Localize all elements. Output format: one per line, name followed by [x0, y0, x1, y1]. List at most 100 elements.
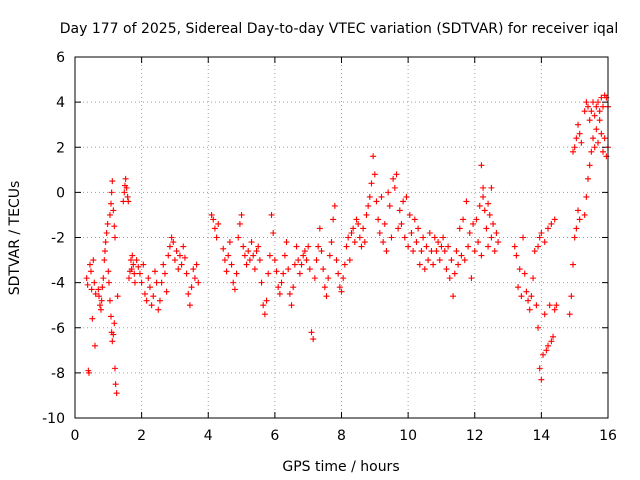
data-point [348, 229, 355, 236]
data-point [346, 257, 353, 264]
data-point [83, 275, 90, 282]
data-point [186, 302, 193, 309]
data-point [136, 270, 143, 277]
data-point [89, 315, 96, 322]
data-point [143, 297, 150, 304]
data-point [518, 293, 525, 300]
data-point [575, 207, 582, 214]
data-point [235, 234, 242, 241]
data-point [91, 279, 98, 286]
x-tick-label: 14 [532, 428, 550, 444]
data-point [455, 261, 462, 268]
data-point [393, 171, 400, 178]
data-point [513, 252, 520, 259]
data-point [356, 234, 363, 241]
data-point [300, 252, 307, 259]
data-point [446, 275, 453, 282]
data-point [213, 234, 220, 241]
data-point [545, 342, 552, 349]
y-tick-labels: -10 -8 -6 -4 -2 0 2 4 6 [42, 50, 65, 427]
data-point [535, 324, 542, 331]
data-point [465, 243, 472, 250]
data-point [215, 220, 222, 227]
data-point [566, 311, 573, 318]
data-point [523, 288, 530, 295]
data-point [515, 284, 522, 291]
data-point [330, 216, 337, 223]
x-tick-label: 16 [599, 428, 617, 444]
data-point [233, 270, 240, 277]
data-point [310, 336, 317, 343]
data-point [121, 189, 128, 196]
data-point [221, 257, 228, 264]
data-point [595, 99, 602, 106]
data-point [476, 202, 483, 209]
data-point [541, 239, 548, 246]
data-point [553, 302, 560, 309]
data-point [151, 268, 158, 275]
data-point [163, 288, 170, 295]
data-point [111, 320, 118, 327]
data-point [551, 306, 558, 313]
data-point [107, 313, 114, 320]
data-point [145, 275, 152, 282]
y-tick-label: -10 [42, 411, 65, 427]
data-point [173, 248, 180, 255]
data-point [376, 229, 383, 236]
data-point [318, 248, 325, 255]
data-point [378, 193, 385, 200]
data-point [270, 229, 277, 236]
data-point [231, 286, 238, 293]
data-point [333, 257, 340, 264]
data-point [441, 248, 448, 255]
data-point [370, 153, 377, 160]
data-point [238, 211, 245, 218]
data-point [129, 252, 136, 259]
data-point [226, 239, 233, 246]
data-point [246, 257, 253, 264]
data-point [193, 261, 200, 268]
data-point [171, 257, 178, 264]
data-point [285, 266, 292, 273]
y-tick-label: 6 [56, 50, 65, 66]
data-point [568, 293, 575, 300]
data-point [168, 234, 175, 241]
data-point [301, 248, 308, 255]
data-point [540, 351, 547, 358]
data-point [111, 234, 118, 241]
data-point [408, 229, 415, 236]
data-point [343, 243, 350, 250]
data-point [305, 243, 312, 250]
data-point [576, 130, 583, 137]
data-point [578, 139, 585, 146]
data-point [341, 261, 348, 268]
data-point [190, 266, 197, 273]
data-point [100, 275, 107, 282]
data-point [293, 243, 300, 250]
data-point [366, 193, 373, 200]
data-point [258, 279, 265, 286]
data-point [188, 284, 195, 291]
data-point [398, 220, 405, 227]
data-point [278, 279, 285, 286]
data-point [386, 202, 393, 209]
data-point [511, 243, 518, 250]
data-point [340, 275, 347, 282]
data-point [410, 248, 417, 255]
data-point [276, 290, 283, 297]
data-point [468, 275, 475, 282]
data-point [127, 257, 134, 264]
data-point [365, 202, 372, 209]
data-point [425, 257, 432, 264]
data-point [110, 207, 117, 214]
data-point [593, 126, 600, 133]
data-point [230, 279, 237, 286]
data-point [253, 248, 260, 255]
data-point [275, 284, 282, 291]
data-point [588, 148, 595, 155]
data-point [456, 225, 463, 232]
data-point [413, 239, 420, 246]
data-point [458, 252, 465, 259]
data-point [471, 248, 478, 255]
data-point [266, 252, 273, 259]
